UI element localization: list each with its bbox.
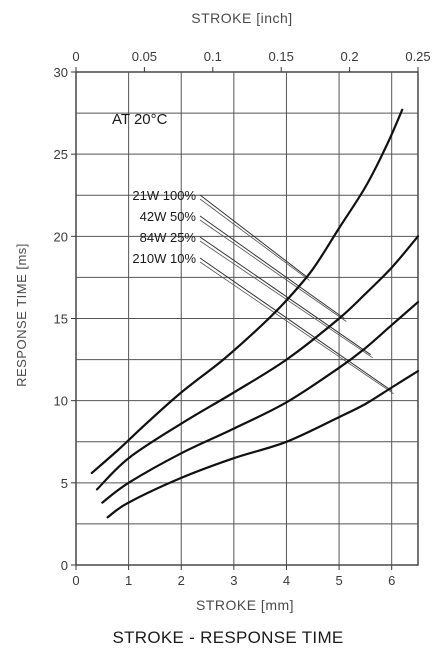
x-tick-label: 2 [178, 573, 185, 588]
y-tick-label: 15 [54, 312, 68, 327]
x-tick-label: 6 [388, 573, 395, 588]
y-tick-label: 5 [61, 476, 68, 491]
legend-label: 210W 10% [132, 251, 196, 266]
x2-tick-label: 0.05 [132, 49, 157, 64]
leader-line [199, 236, 371, 356]
y-tick-label: 10 [54, 394, 68, 409]
leader-line [199, 215, 345, 319]
x-tick-label: 3 [230, 573, 237, 588]
bottom-axis-ticks: 0 1 2 3 4 5 6 [72, 565, 395, 588]
left-axis-title: RESPONSE TIME [ms] [14, 243, 29, 387]
x2-tick-label: 0 [72, 49, 79, 64]
leader-line [199, 198, 310, 281]
legend-leader-lines [199, 194, 394, 395]
x2-tick-label: 0.25 [405, 49, 430, 64]
x-tick-label: 5 [335, 573, 342, 588]
left-axis-ticks: 0 5 10 15 20 25 30 [54, 65, 76, 573]
series-line-1 [90, 108, 404, 475]
y-tick-label: 0 [61, 558, 68, 573]
y-tick-label: 30 [54, 65, 68, 80]
series-line-3 [101, 301, 420, 504]
series-curves [90, 108, 420, 519]
legend-label: 84W 25% [140, 230, 197, 245]
leader-line [199, 219, 347, 322]
series-line-4 [106, 370, 420, 519]
temperature-annotation: AT 20°C [112, 111, 168, 128]
legend-label: 21W 100% [132, 188, 196, 203]
bottom-axis-title: STROKE [mm] [196, 597, 294, 613]
grid-lines [75, 71, 419, 566]
top-axis-title: STROKE [inch] [191, 10, 292, 26]
y-tick-label: 25 [54, 147, 68, 162]
series-line-2 [95, 235, 420, 491]
legend: 21W 100% 42W 50% 84W 25% 210W 10% [132, 188, 196, 266]
leader-line [199, 257, 392, 392]
chart-title: STROKE - RESPONSE TIME [112, 628, 343, 647]
x2-tick-label: 0.1 [204, 49, 222, 64]
x2-tick-label: 0.2 [341, 49, 359, 64]
y-tick-label: 20 [54, 229, 68, 244]
leader-line [199, 194, 308, 278]
x-tick-label: 1 [125, 573, 132, 588]
x-tick-label: 0 [72, 573, 79, 588]
legend-label: 42W 50% [140, 209, 197, 224]
x2-tick-label: 0.15 [269, 49, 294, 64]
x-tick-label: 4 [283, 573, 290, 588]
top-axis-ticks: 0 0.05 0.1 0.15 0.2 0.25 [72, 49, 431, 72]
leader-line [199, 261, 394, 395]
